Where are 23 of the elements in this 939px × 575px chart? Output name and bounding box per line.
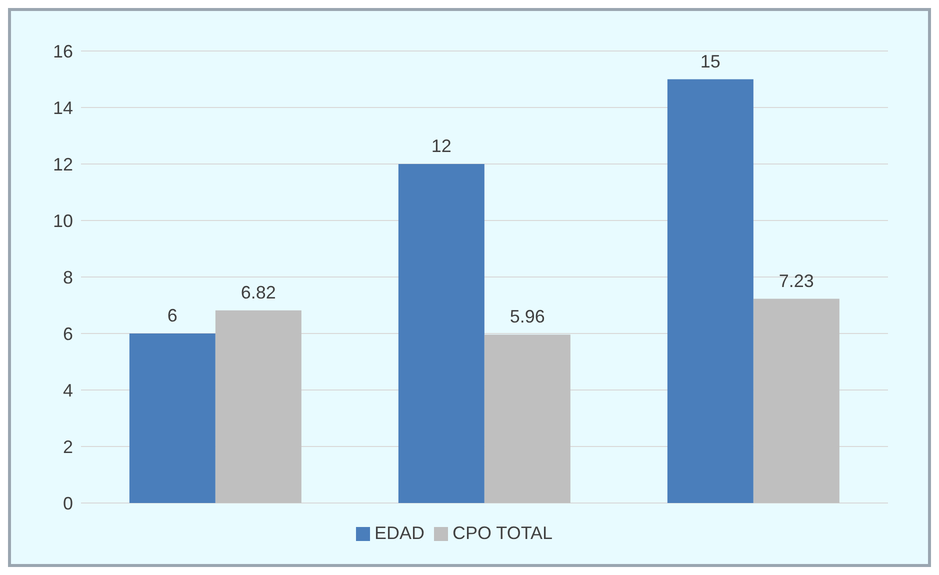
bar <box>667 79 754 503</box>
legend-label: CPO TOTAL <box>452 523 553 543</box>
y-tick-label: 0 <box>62 493 73 514</box>
bar <box>484 334 570 503</box>
data-label: 15 <box>700 51 720 72</box>
y-tick-label: 16 <box>52 41 73 62</box>
y-tick-label: 12 <box>52 154 73 174</box>
y-tick-label: 8 <box>62 267 73 288</box>
y-tick-label: 2 <box>62 436 73 457</box>
bar <box>398 164 484 503</box>
data-label: 6.82 <box>240 282 276 302</box>
data-label: 12 <box>431 136 452 156</box>
y-tick-label: 4 <box>62 380 73 400</box>
legend-label: EDAD <box>374 523 424 543</box>
bar <box>215 310 302 503</box>
data-label: 6 <box>167 306 178 326</box>
y-tick-label: 10 <box>52 210 73 231</box>
data-label: 5.96 <box>510 306 545 327</box>
bar <box>753 298 840 503</box>
bar <box>129 334 216 503</box>
data-label: 7.23 <box>778 270 814 291</box>
y-tick-label: 14 <box>52 98 73 118</box>
y-tick-label: 6 <box>62 324 73 344</box>
